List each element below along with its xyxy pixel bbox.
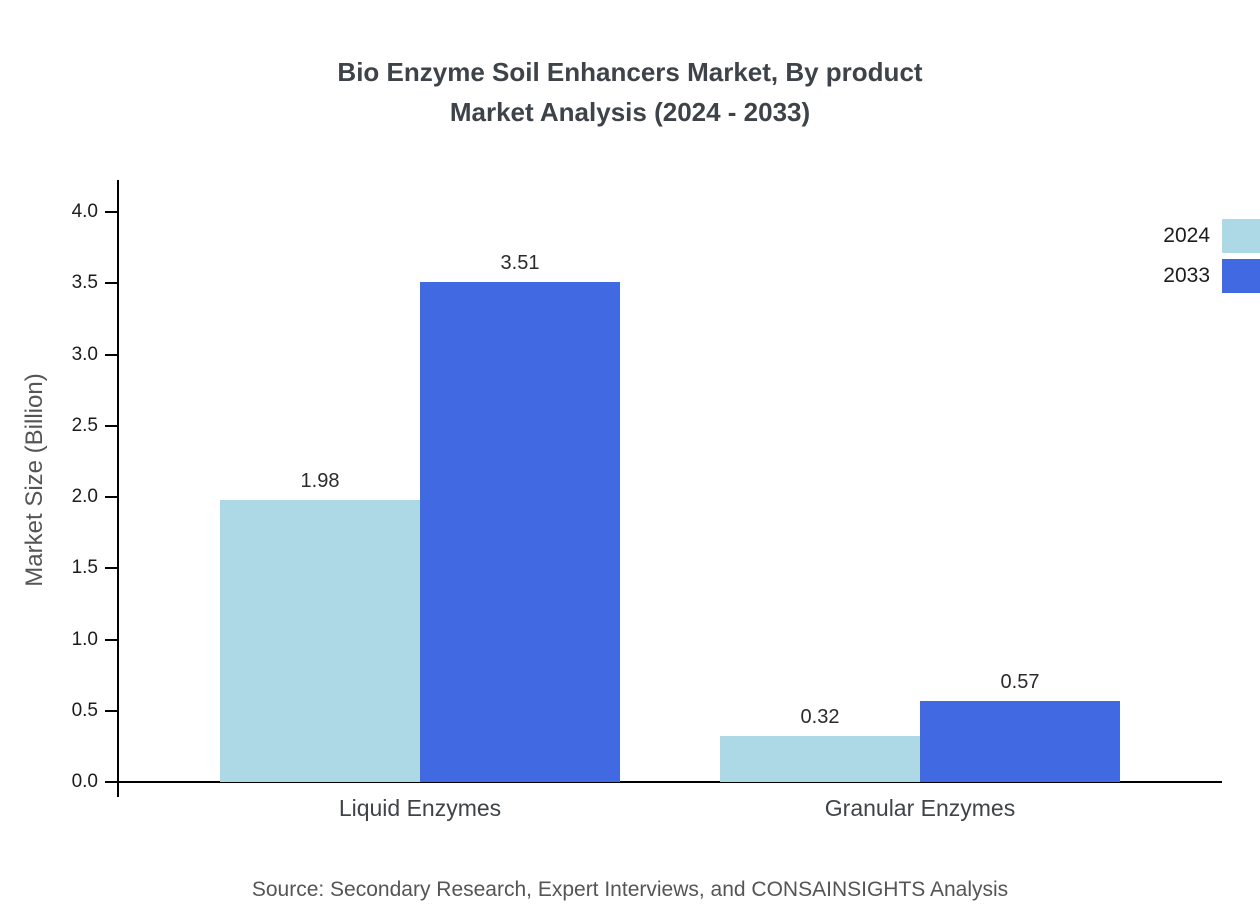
y-tick-mark: [105, 638, 117, 641]
legend-swatch: [1222, 219, 1260, 253]
bar-value-label: 3.51: [500, 251, 540, 274]
y-tick-label: 0.5: [71, 699, 98, 721]
legend: 2024 2033: [1163, 218, 1260, 294]
y-tick-mark: [105, 424, 117, 427]
chart-title-line1: Bio Enzyme Soil Enhancers Market, By pro…: [337, 57, 923, 87]
legend-row-2033: 2033: [1163, 258, 1260, 294]
y-tick-label: 1.0: [71, 628, 98, 650]
y-tick-label: 0.0: [71, 771, 98, 792]
y-tick-label: 2.5: [71, 414, 98, 436]
bar-value-label: 0.32: [800, 706, 840, 729]
y-tick-mark: [105, 353, 117, 356]
x-axis-spine: [105, 781, 1222, 783]
y-tick-label: 3.0: [71, 343, 98, 365]
y-tick-mark: [105, 781, 117, 783]
bar-value-label: 1.98: [300, 469, 340, 492]
x-tick-label-liquid-enzymes: Liquid Enzymes: [338, 795, 502, 821]
source-note: Source: Secondary Research, Expert Inter…: [251, 878, 1009, 901]
chart-title: Bio Enzyme Soil Enhancers Market, By pro…: [0, 52, 1260, 132]
legend-swatch: [1222, 259, 1260, 293]
y-axis-label: Market Size (Billion): [21, 373, 48, 587]
y-tick-mark: [105, 496, 117, 498]
y-tick-mark: [105, 211, 117, 213]
y-tick-label: 1.5: [71, 557, 98, 579]
y-tick-label: 3.5: [71, 272, 98, 294]
bar-2033-liquid-enzymes: [420, 281, 620, 782]
bar-2024-liquid-enzymes: [220, 499, 420, 782]
y-tick-label: 4.0: [71, 201, 98, 222]
x-tick-label-granular-enzymes: Granular Enzymes: [824, 795, 1016, 821]
bar-value-label: 0.57: [1000, 670, 1040, 693]
y-tick-mark: [105, 282, 117, 285]
y-axis-spine: [117, 180, 119, 797]
y-tick-mark: [105, 709, 117, 712]
bar-2024-granular-enzymes: [720, 736, 920, 782]
legend-label: 2033: [1163, 264, 1210, 287]
y-tick-label: 2.0: [71, 486, 98, 507]
y-tick-mark: [105, 567, 117, 570]
chart-title-line2: Market Analysis (2024 - 2033): [449, 97, 811, 127]
bar-2033-granular-enzymes: [920, 700, 1120, 782]
legend-row-2024: 2024: [1163, 218, 1260, 254]
legend-label: 2024: [1163, 224, 1210, 247]
